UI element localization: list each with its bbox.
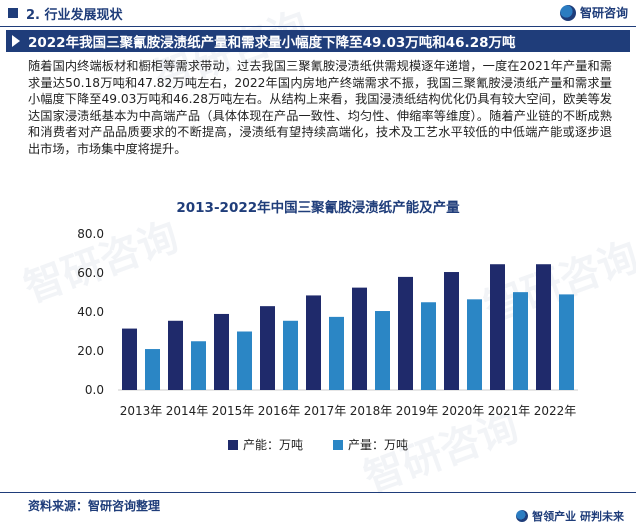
x-tick-label: 2013年 (120, 404, 163, 418)
top-divider (0, 26, 636, 27)
output-bar (467, 299, 482, 390)
section-marker (8, 8, 18, 18)
x-tick-label: 2022年 (534, 404, 577, 418)
chart-title: 2013-2022年中国三聚氰胺浸渍纸产能及产量 (176, 200, 460, 216)
output-bar (145, 349, 160, 390)
output-bar (421, 302, 436, 390)
output-bar (375, 311, 390, 390)
capacity-bar (214, 313, 229, 390)
footer-tagline: 智领产业 研判未来 (532, 510, 624, 523)
output-bar (329, 316, 344, 390)
bottom-divider (0, 492, 636, 493)
footer-brand: 智领产业 研判未来 (516, 508, 624, 524)
x-tick-label: 2020年 (442, 404, 485, 418)
legend-item-output: 产量：万吨 (333, 436, 408, 453)
legend-label-output: 产量：万吨 (348, 438, 409, 452)
y-tick-label: 0.0 (85, 383, 104, 397)
legend-swatch-capacity (227, 439, 238, 450)
x-tick-label: 2019年 (396, 404, 439, 418)
capacity-bar (536, 264, 551, 390)
output-bar (559, 294, 574, 390)
x-tick-label: 2017年 (304, 404, 347, 418)
top-bar: 2. 行业发展现状 智研咨询 (0, 0, 636, 26)
x-tick-label: 2018年 (350, 404, 393, 418)
chart-legend: 产能：万吨 产量：万吨 (0, 436, 636, 453)
y-tick-label: 80.0 (77, 227, 104, 241)
capacity-bar (444, 272, 459, 390)
headline-text: 2022年我国三聚氰胺浸渍纸产量和需求量小幅度下降至49.03万吨和46.28万… (28, 35, 516, 51)
legend-label-capacity: 产能：万吨 (242, 438, 303, 452)
brand-logo-icon (559, 4, 576, 21)
capacity-bar (490, 264, 505, 390)
capacity-bar (260, 306, 275, 390)
output-bar (237, 331, 252, 390)
y-tick-label: 40.0 (77, 305, 104, 319)
capacity-bar (168, 320, 183, 390)
capacity-bar (398, 276, 413, 390)
source-note: 资料来源：智研咨询整理 (28, 499, 161, 513)
headline-banner: 2022年我国三聚氰胺浸渍纸产量和需求量小幅度下降至49.03万吨和46.28万… (6, 30, 630, 52)
section-title: 2. 行业发展现状 (26, 7, 123, 23)
x-tick-label: 2015年 (212, 404, 255, 418)
x-tick-label: 2016年 (258, 404, 301, 418)
arrow-icon (12, 35, 20, 47)
body-paragraph: 随着国内终端板材和橱柜等需求带动，过去我国三聚氰胺浸渍纸供需规模逐年递增，一度在… (28, 59, 612, 156)
output-bar (283, 320, 298, 390)
y-tick-label: 20.0 (77, 344, 104, 358)
output-bar (513, 292, 528, 390)
y-tick-label: 60.0 (77, 266, 104, 280)
brand-name: 智研咨询 (579, 6, 628, 20)
footer-logo-icon (516, 510, 529, 522)
legend-item-capacity: 产能：万吨 (227, 436, 303, 453)
capacity-bar (306, 295, 321, 390)
x-tick-label: 2014年 (166, 404, 209, 418)
output-bar (191, 341, 206, 390)
legend-swatch-output (333, 439, 343, 450)
capacity-bar (122, 328, 137, 390)
capacity-bar (352, 287, 367, 390)
brand: 智研咨询 (559, 4, 628, 21)
x-tick-label: 2021年 (488, 404, 531, 418)
